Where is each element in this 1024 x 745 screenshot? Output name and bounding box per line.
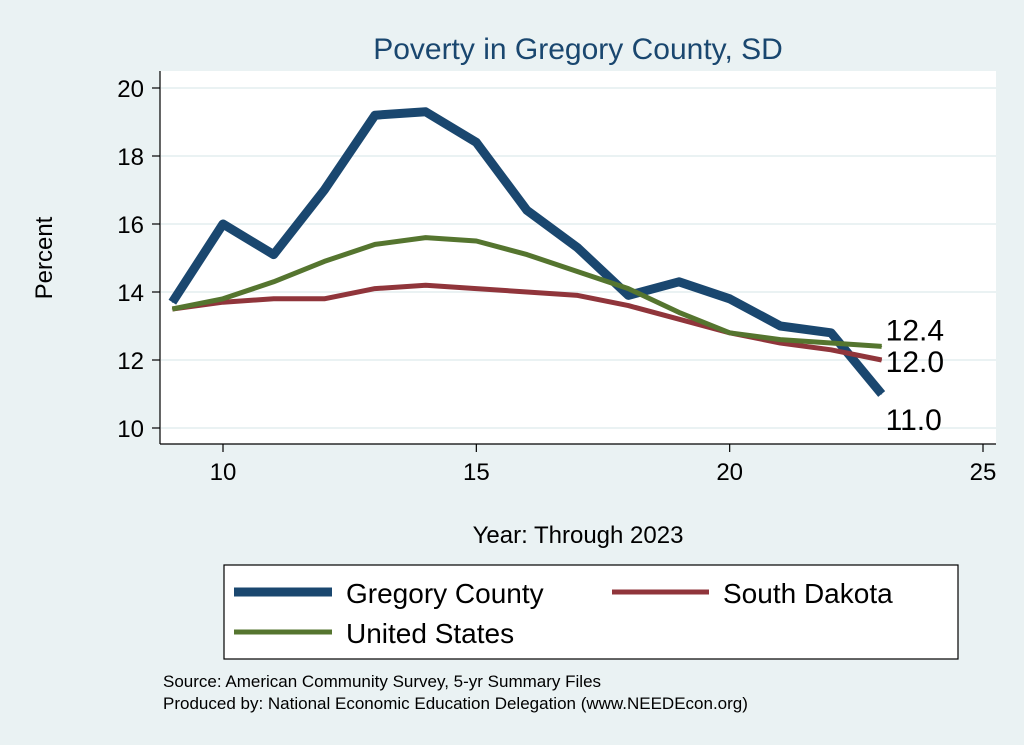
y-tick-label: 18 [117, 144, 144, 171]
data-point [779, 325, 781, 327]
data-point [830, 332, 832, 334]
legend [223, 564, 959, 660]
y-tick-label: 14 [117, 280, 144, 307]
legend-label-south-dakota: South Dakota [723, 578, 893, 609]
data-point [425, 284, 427, 286]
data-point [171, 301, 173, 303]
x-tick-label: 20 [716, 459, 743, 486]
data-point [374, 243, 376, 245]
x-tick-label: 10 [210, 459, 237, 486]
data-point [475, 141, 477, 143]
data-point [881, 345, 883, 347]
data-point [729, 332, 731, 334]
data-point [577, 271, 579, 273]
data-point [526, 254, 528, 256]
produced-by-note: Produced by: National Economic Education… [163, 694, 748, 713]
x-tick-label: 15 [463, 459, 490, 486]
end-label-south-dakota: 12.0 [886, 346, 944, 379]
data-point [273, 254, 275, 256]
plot-area [160, 71, 996, 444]
data-point [577, 294, 579, 296]
data-point [678, 281, 680, 283]
data-point [323, 260, 325, 262]
data-point [171, 308, 173, 310]
end-label-united-states: 12.4 [886, 314, 944, 347]
data-point [222, 301, 224, 303]
data-point [323, 189, 325, 191]
data-point [526, 291, 528, 293]
data-point [273, 281, 275, 283]
data-point [425, 237, 427, 239]
data-point [374, 288, 376, 290]
data-point [779, 342, 781, 344]
y-axis-label: Percent [31, 216, 58, 299]
data-point [222, 298, 224, 300]
data-point [374, 114, 376, 116]
source-note: Source: American Community Survey, 5-yr … [163, 672, 601, 691]
data-point [323, 298, 325, 300]
x-tick-label: 25 [970, 459, 997, 486]
chart-title: Poverty in Gregory County, SD [373, 33, 783, 66]
y-tick-label: 10 [117, 416, 144, 443]
data-point [577, 247, 579, 249]
data-point [273, 298, 275, 300]
data-point [627, 305, 629, 307]
legend-label-gregory-county: Gregory County [346, 578, 544, 609]
data-point [678, 311, 680, 313]
data-point [425, 111, 427, 113]
legend-label-united-states: United States [346, 618, 514, 649]
data-point [729, 298, 731, 300]
data-point [881, 393, 883, 395]
data-point [678, 318, 680, 320]
data-point [222, 223, 224, 225]
data-point [830, 342, 832, 344]
x-axis-label: Year: Through 2023 [473, 522, 684, 549]
data-point [475, 288, 477, 290]
data-point [627, 288, 629, 290]
data-point [627, 294, 629, 296]
y-tick-label: 20 [117, 76, 144, 103]
data-point [526, 209, 528, 211]
end-label-gregory-county: 11.0 [886, 404, 942, 437]
y-tick-label: 16 [117, 212, 144, 239]
y-tick-label: 12 [117, 348, 144, 375]
data-point [779, 339, 781, 341]
data-point [475, 240, 477, 242]
data-point [830, 349, 832, 351]
data-point [881, 359, 883, 361]
